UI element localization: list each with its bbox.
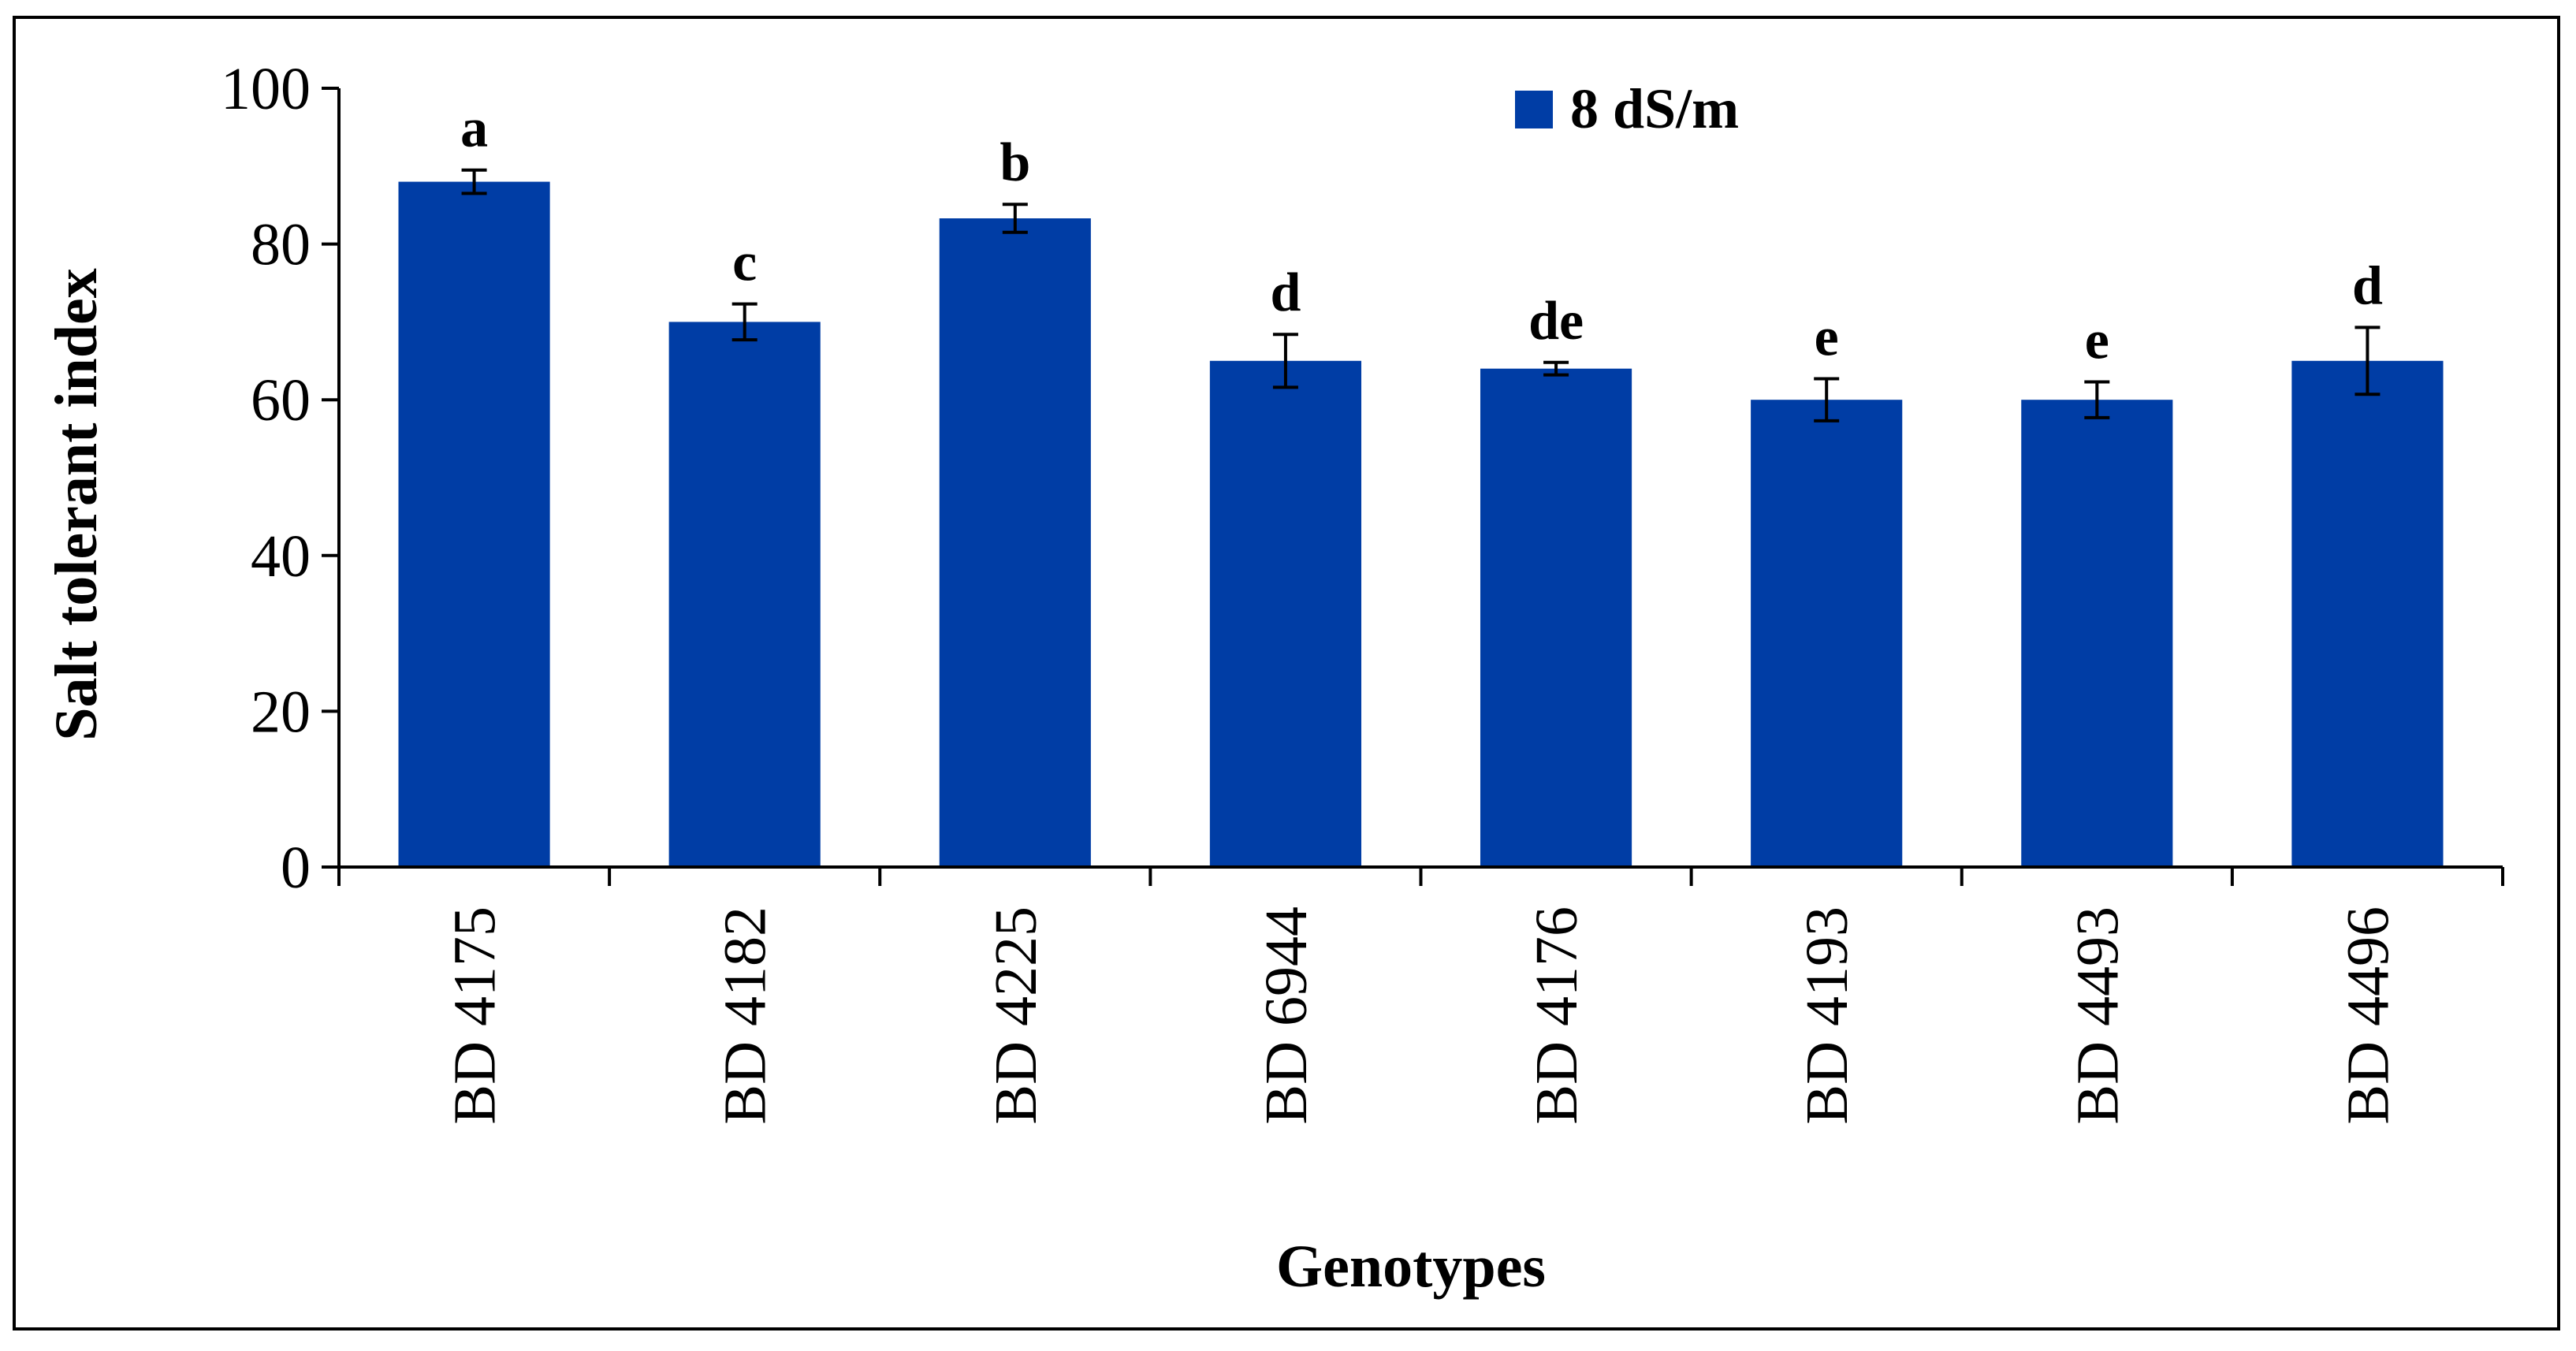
- bars-layer: a c b d de e e d: [398, 99, 2444, 868]
- x-axis-title: Genotypes: [1276, 1234, 1546, 1300]
- x-tick-label: BD 4493: [2064, 906, 2131, 1125]
- error-bar: [2084, 380, 2110, 419]
- error-bar: [1814, 377, 1840, 422]
- bar: [1751, 400, 1903, 867]
- significance-label: a: [460, 99, 488, 159]
- y-tick-label: 60: [251, 367, 311, 434]
- y-tick-label: 100: [221, 56, 311, 122]
- significance-label: c: [732, 233, 757, 293]
- error-bar: [1272, 333, 1298, 389]
- error-bar: [461, 168, 487, 195]
- legend-swatch: [1515, 91, 1553, 128]
- significance-label: de: [1528, 291, 1584, 352]
- bar: [939, 218, 1091, 868]
- error-bar: [1002, 203, 1028, 234]
- legend-label: 8 dS/m: [1570, 77, 1739, 140]
- y-tick-label: 20: [251, 679, 311, 745]
- bar: [668, 322, 821, 867]
- significance-label: d: [1270, 262, 1301, 323]
- y-tick-label: 0: [281, 835, 311, 901]
- x-tick-label: BD 4225: [983, 906, 1049, 1125]
- significance-label: d: [2352, 255, 2383, 316]
- bar: [1480, 368, 1632, 867]
- y-axis-title: Salt tolerant index: [43, 268, 110, 741]
- error-bar: [2355, 326, 2381, 396]
- y-tick-label: 40: [251, 523, 311, 590]
- axes-layer: 0 20 40 60 80 100 BD 4175 BD 4182 BD 4225 BD 6944…: [221, 56, 2504, 1125]
- error-bar: [731, 302, 758, 342]
- significance-label: e: [2085, 310, 2109, 370]
- bar: [1209, 360, 1362, 867]
- error-bar: [1543, 360, 1569, 377]
- bar: [398, 181, 550, 867]
- bar: [2021, 400, 2173, 867]
- x-tick-label: BD 4193: [1794, 906, 1860, 1125]
- significance-label: e: [1815, 307, 1839, 368]
- bar: [2291, 360, 2444, 867]
- x-tick-label: BD 4496: [2335, 906, 2401, 1125]
- y-tick-label: 80: [251, 212, 311, 278]
- x-tick-label: BD 4175: [442, 906, 508, 1125]
- x-tick-label: BD 4182: [713, 906, 779, 1125]
- x-tick-label: BD 4176: [1524, 906, 1590, 1125]
- x-tick-label: BD 6944: [1253, 906, 1320, 1125]
- significance-label: b: [1000, 132, 1030, 193]
- legend: 8 dS/m: [1515, 77, 1739, 140]
